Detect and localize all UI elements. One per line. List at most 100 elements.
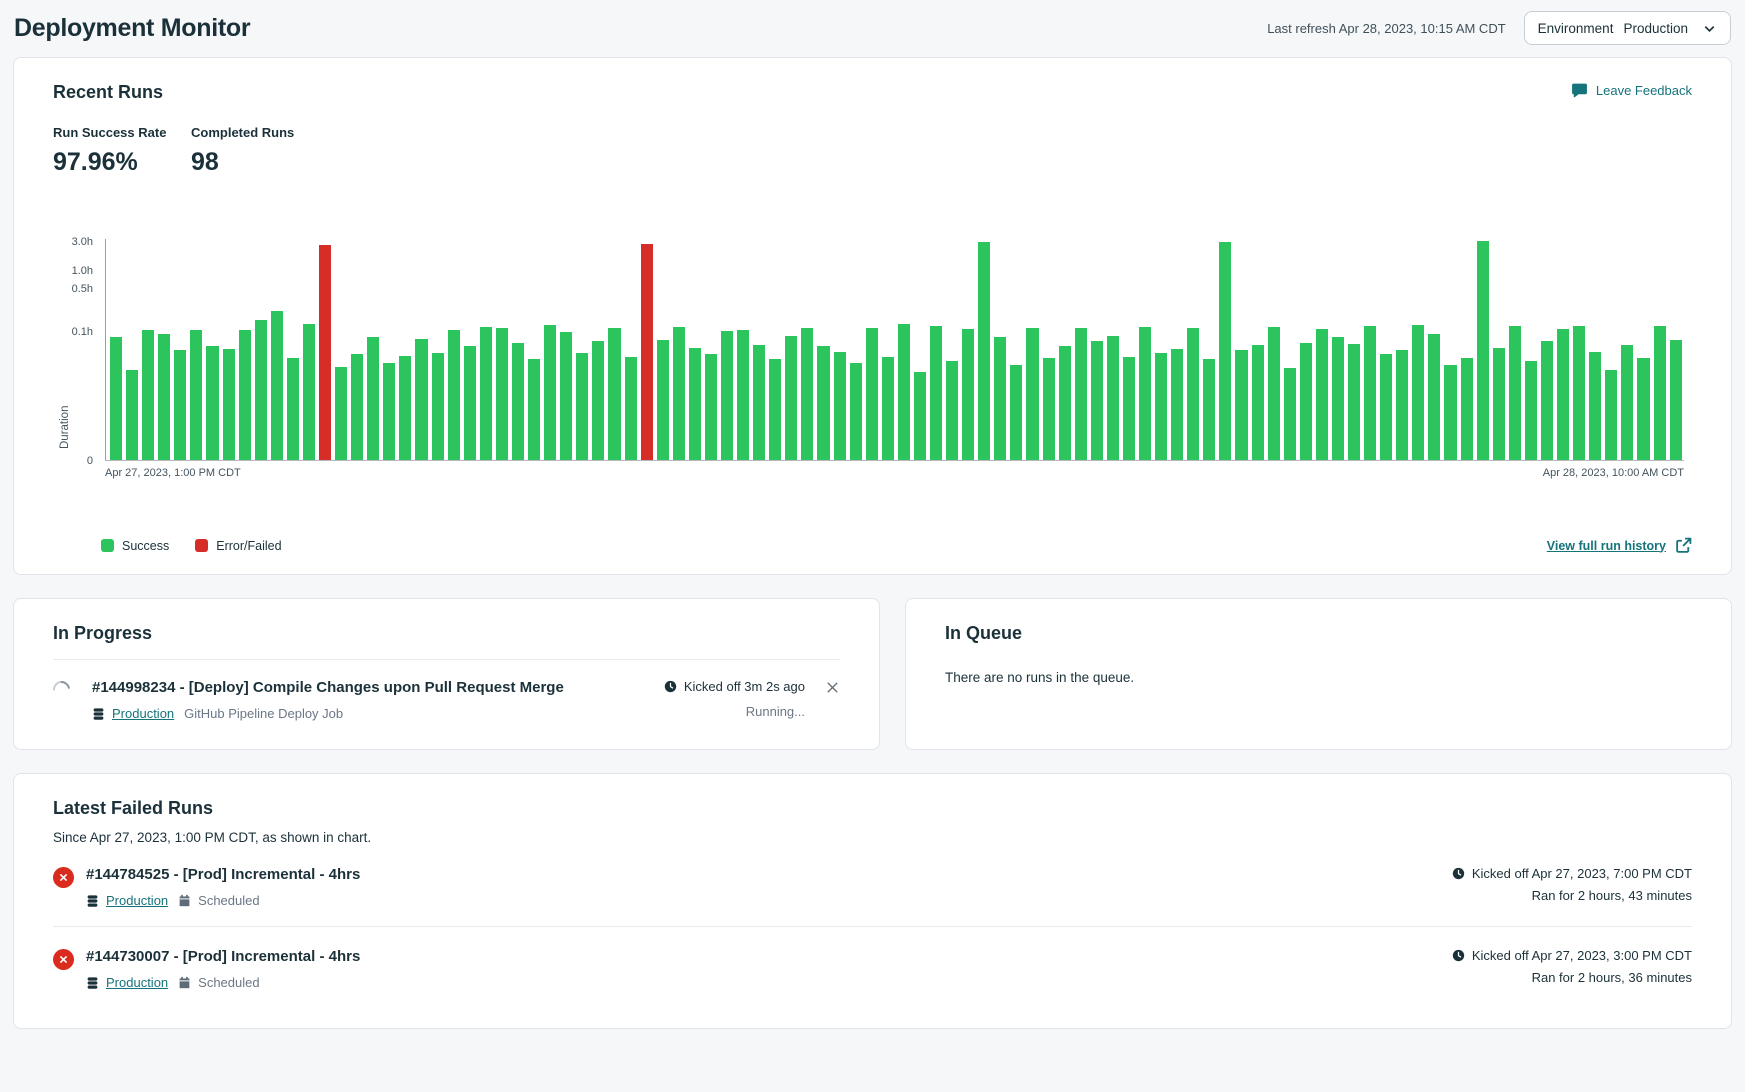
run-bar-success[interactable] <box>1139 327 1151 460</box>
run-bar-success[interactable] <box>1075 328 1087 460</box>
run-bar-success[interactable] <box>190 330 202 460</box>
run-bar-success[interactable] <box>850 363 862 460</box>
run-bar-success[interactable] <box>206 346 218 460</box>
environment-link[interactable]: Production <box>106 893 168 908</box>
run-bar-success[interactable] <box>1637 358 1649 460</box>
run-bar-success[interactable] <box>1155 353 1167 460</box>
run-bar-success[interactable] <box>1268 327 1280 460</box>
run-bar-success[interactable] <box>1252 345 1264 460</box>
run-bar-success[interactable] <box>271 311 283 460</box>
run-bar-success[interactable] <box>1059 346 1071 460</box>
run-bar-success[interactable] <box>1203 359 1215 460</box>
run-bar-success[interactable] <box>1380 354 1392 460</box>
run-bar-success[interactable] <box>1589 352 1601 460</box>
run-bar-success[interactable] <box>1477 241 1489 460</box>
run-bar-success[interactable] <box>1461 358 1473 460</box>
run-bar-success[interactable] <box>657 340 669 460</box>
run-bar-failed[interactable] <box>319 245 331 460</box>
run-bar-success[interactable] <box>930 326 942 460</box>
run-bar-success[interactable] <box>415 339 427 460</box>
run-bar-success[interactable] <box>351 354 363 460</box>
run-bar-success[interactable] <box>448 330 460 460</box>
run-bar-success[interactable] <box>946 361 958 460</box>
run-bar-success[interactable] <box>367 337 379 460</box>
run-bar-success[interactable] <box>1444 365 1456 460</box>
run-bar-success[interactable] <box>817 346 829 460</box>
run-bar-success[interactable] <box>1348 344 1360 460</box>
run-bar-success[interactable] <box>1364 326 1376 460</box>
run-bar-success[interactable] <box>1541 341 1553 460</box>
run-bar-success[interactable] <box>1412 325 1424 460</box>
run-bar-success[interactable] <box>785 336 797 460</box>
run-bar-success[interactable] <box>608 328 620 460</box>
run-bar-success[interactable] <box>721 331 733 460</box>
run-bar-success[interactable] <box>1621 345 1633 460</box>
run-bar-success[interactable] <box>882 357 894 460</box>
run-bar-success[interactable] <box>898 324 910 460</box>
run-bar-success[interactable] <box>142 330 154 460</box>
run-bar-success[interactable] <box>1525 361 1537 460</box>
environment-dropdown[interactable]: Environment Production <box>1524 11 1731 45</box>
run-bar-success[interactable] <box>834 352 846 460</box>
run-bar-success[interactable] <box>1573 326 1585 460</box>
run-bar-success[interactable] <box>399 356 411 460</box>
run-bar-success[interactable] <box>866 328 878 460</box>
run-bar-success[interactable] <box>1284 368 1296 460</box>
run-bar-success[interactable] <box>1509 326 1521 460</box>
run-bar-success[interactable] <box>592 341 604 460</box>
run-bar-success[interactable] <box>560 332 572 460</box>
run-bar-success[interactable] <box>769 359 781 460</box>
run-bar-success[interactable] <box>383 363 395 460</box>
run-bar-success[interactable] <box>239 330 251 460</box>
run-bar-success[interactable] <box>673 327 685 460</box>
run-bar-success[interactable] <box>1187 328 1199 460</box>
run-bar-success[interactable] <box>978 242 990 460</box>
run-bar-success[interactable] <box>255 320 267 460</box>
run-bar-success[interactable] <box>464 346 476 460</box>
environment-link[interactable]: Production <box>112 706 174 721</box>
environment-link[interactable]: Production <box>106 975 168 990</box>
run-bar-success[interactable] <box>544 325 556 460</box>
run-bar-success[interactable] <box>287 358 299 460</box>
run-bar-success[interactable] <box>1493 348 1505 460</box>
run-bar-success[interactable] <box>1123 357 1135 460</box>
run-bar-success[interactable] <box>801 328 813 460</box>
run-bar-failed[interactable] <box>641 244 653 460</box>
run-bar-success[interactable] <box>737 330 749 460</box>
run-bar-success[interactable] <box>962 329 974 460</box>
run-bar-success[interactable] <box>1300 343 1312 460</box>
run-bar-success[interactable] <box>1091 341 1103 460</box>
run-bar-success[interactable] <box>335 367 347 460</box>
run-bar-success[interactable] <box>625 357 637 460</box>
run-bar-success[interactable] <box>914 372 926 460</box>
run-bar-success[interactable] <box>528 359 540 460</box>
run-bar-success[interactable] <box>1428 334 1440 460</box>
run-bar-success[interactable] <box>994 337 1006 460</box>
run-bar-success[interactable] <box>705 354 717 460</box>
leave-feedback-link[interactable]: Leave Feedback <box>1571 82 1692 99</box>
run-bar-success[interactable] <box>480 327 492 460</box>
dismiss-run-button[interactable] <box>825 680 840 695</box>
run-bar-success[interactable] <box>1605 370 1617 460</box>
run-bar-success[interactable] <box>1670 340 1682 460</box>
run-bar-success[interactable] <box>1043 358 1055 460</box>
run-bar-success[interactable] <box>1396 350 1408 460</box>
run-bar-success[interactable] <box>1654 326 1666 460</box>
run-bar-success[interactable] <box>223 349 235 460</box>
run-bar-success[interactable] <box>1026 328 1038 460</box>
run-bar-success[interactable] <box>1235 350 1247 460</box>
run-bar-success[interactable] <box>1010 365 1022 460</box>
run-bar-success[interactable] <box>110 337 122 460</box>
run-bar-success[interactable] <box>496 328 508 460</box>
run-bar-success[interactable] <box>576 353 588 460</box>
run-bar-success[interactable] <box>512 343 524 460</box>
run-bar-success[interactable] <box>1316 329 1328 460</box>
run-bar-success[interactable] <box>1557 329 1569 460</box>
run-bar-success[interactable] <box>1107 336 1119 460</box>
run-bar-success[interactable] <box>689 348 701 460</box>
run-bar-success[interactable] <box>126 370 138 460</box>
run-bar-success[interactable] <box>1219 242 1231 460</box>
run-bar-success[interactable] <box>158 334 170 460</box>
run-bar-success[interactable] <box>753 345 765 460</box>
run-bar-success[interactable] <box>174 350 186 460</box>
